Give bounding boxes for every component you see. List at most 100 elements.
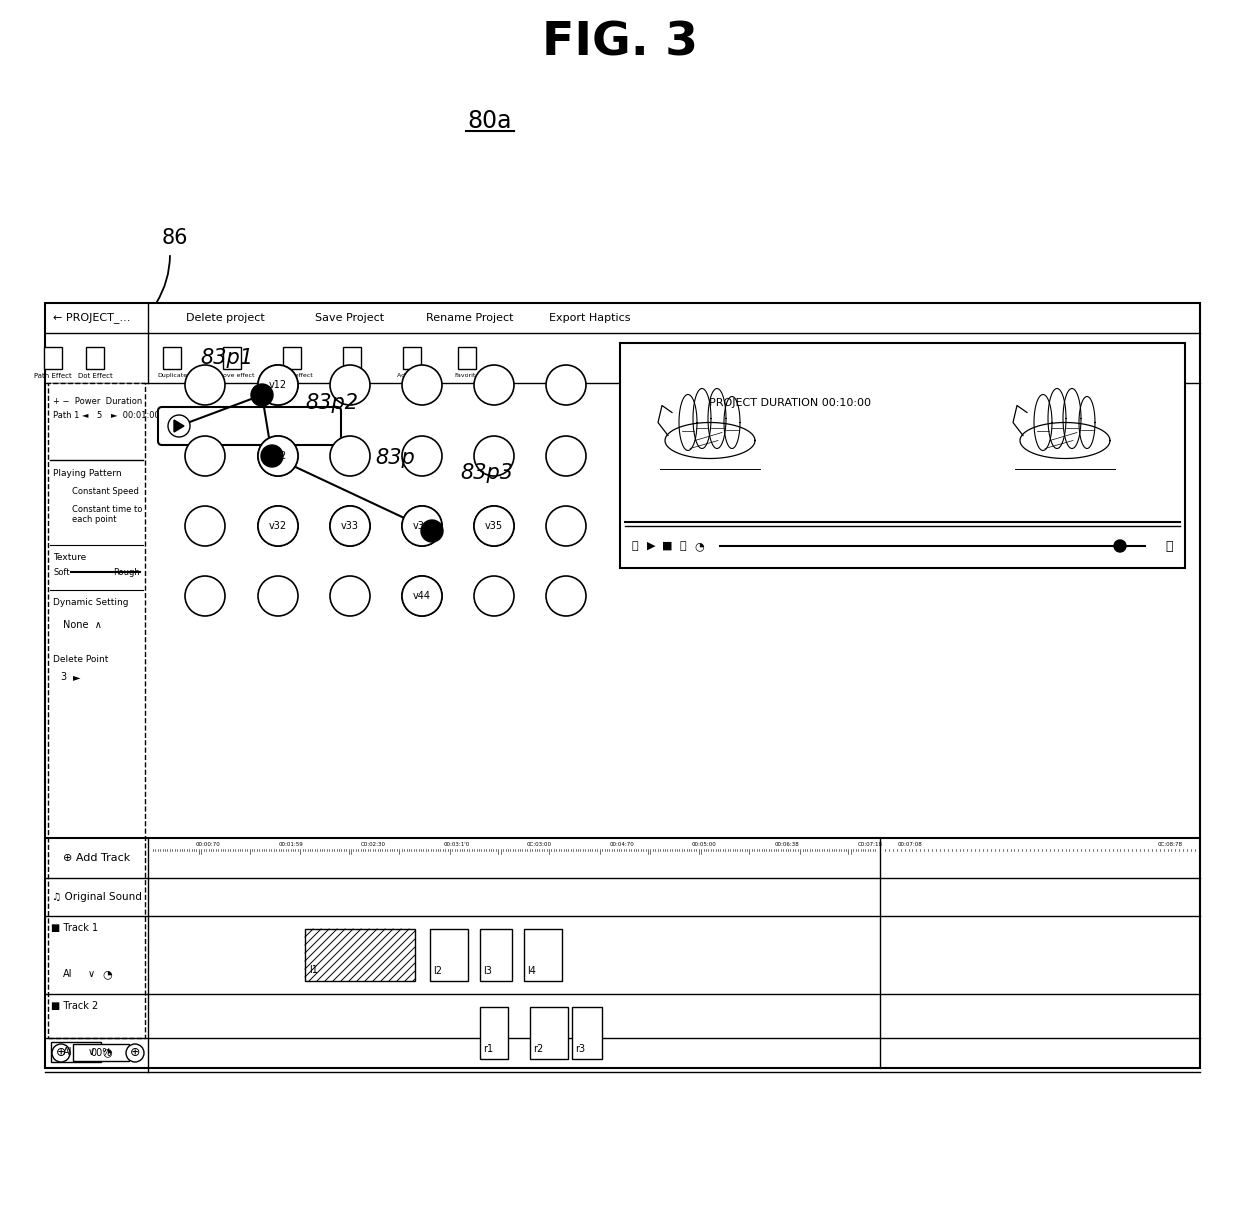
Text: Save Project: Save Project bbox=[315, 313, 384, 323]
Text: 00:04:70: 00:04:70 bbox=[609, 842, 634, 847]
Text: ♫ Original Sound: ♫ Original Sound bbox=[52, 892, 141, 902]
Text: 3: 3 bbox=[60, 672, 66, 682]
Text: PROJECT DURATION 00:10:00: PROJECT DURATION 00:10:00 bbox=[709, 398, 870, 408]
Text: ◔: ◔ bbox=[694, 541, 704, 551]
Bar bbox=[45, 303, 1200, 1067]
Circle shape bbox=[57, 507, 69, 519]
Circle shape bbox=[260, 445, 283, 467]
Circle shape bbox=[258, 365, 298, 405]
Circle shape bbox=[126, 1044, 144, 1063]
Circle shape bbox=[1114, 540, 1126, 552]
Text: v34: v34 bbox=[413, 522, 432, 531]
Circle shape bbox=[546, 576, 587, 616]
Text: ⊕ Add Track: ⊕ Add Track bbox=[63, 853, 130, 862]
Text: l4: l4 bbox=[527, 966, 536, 976]
Text: ⊕: ⊕ bbox=[130, 1047, 140, 1059]
Circle shape bbox=[258, 576, 298, 616]
Text: r2: r2 bbox=[533, 1044, 543, 1054]
Circle shape bbox=[330, 435, 370, 475]
Bar bbox=[283, 347, 301, 369]
Text: ⛶: ⛶ bbox=[1166, 540, 1173, 552]
Text: None  ∧: None ∧ bbox=[62, 620, 102, 630]
Text: Export Haptics: Export Haptics bbox=[549, 313, 631, 323]
Circle shape bbox=[402, 506, 441, 546]
Text: C0:02:30: C0:02:30 bbox=[361, 842, 386, 847]
Bar bbox=[91, 409, 107, 421]
Bar bbox=[51, 964, 100, 984]
Circle shape bbox=[402, 506, 441, 546]
Text: 83p1: 83p1 bbox=[200, 348, 253, 368]
Text: ■ Track 2: ■ Track 2 bbox=[51, 1001, 98, 1010]
Text: Duplicate: Duplicate bbox=[157, 374, 187, 378]
Text: AI: AI bbox=[63, 969, 72, 979]
Circle shape bbox=[58, 486, 68, 496]
Circle shape bbox=[546, 365, 587, 405]
Text: 86: 86 bbox=[161, 228, 188, 247]
Circle shape bbox=[185, 506, 224, 546]
Text: r3: r3 bbox=[575, 1044, 585, 1054]
Text: ▶: ▶ bbox=[647, 541, 655, 551]
Text: Remove effect: Remove effect bbox=[210, 374, 254, 378]
Circle shape bbox=[185, 365, 224, 405]
Circle shape bbox=[258, 506, 298, 546]
Circle shape bbox=[250, 385, 273, 406]
Bar bbox=[480, 1007, 508, 1059]
Circle shape bbox=[474, 506, 515, 546]
Circle shape bbox=[52, 1044, 69, 1063]
Bar bbox=[223, 347, 241, 369]
Text: v12: v12 bbox=[269, 380, 288, 391]
Bar bbox=[86, 347, 104, 369]
Text: 83p: 83p bbox=[374, 448, 414, 468]
Text: ∨: ∨ bbox=[88, 969, 94, 979]
Text: ■ Track 1: ■ Track 1 bbox=[51, 923, 98, 933]
Text: v32: v32 bbox=[269, 522, 288, 531]
Text: Add to flo: Add to flo bbox=[397, 374, 427, 378]
Text: Delete effect: Delete effect bbox=[272, 374, 312, 378]
Circle shape bbox=[258, 435, 298, 475]
Text: r1: r1 bbox=[484, 1044, 494, 1054]
Text: 5: 5 bbox=[97, 410, 102, 420]
Text: v33: v33 bbox=[341, 522, 360, 531]
Bar bbox=[430, 929, 467, 981]
Circle shape bbox=[474, 435, 515, 475]
Bar bbox=[73, 1044, 129, 1061]
Text: Texture: Texture bbox=[53, 552, 87, 562]
Text: 00:07:08: 00:07:08 bbox=[898, 842, 923, 847]
Text: Path 1 ◄: Path 1 ◄ bbox=[53, 410, 88, 420]
Text: Library: Library bbox=[341, 374, 363, 378]
Text: l1: l1 bbox=[309, 966, 317, 975]
Text: ◔: ◔ bbox=[102, 1047, 112, 1057]
Circle shape bbox=[422, 520, 443, 542]
Text: 0C:03:00: 0C:03:00 bbox=[527, 842, 552, 847]
Text: 83p3: 83p3 bbox=[460, 463, 513, 483]
Text: Dynamic Setting: Dynamic Setting bbox=[53, 598, 129, 606]
Bar bbox=[51, 1042, 100, 1063]
Circle shape bbox=[474, 365, 515, 405]
Text: FIG. 3: FIG. 3 bbox=[542, 21, 698, 66]
Text: Dot Effect: Dot Effect bbox=[78, 374, 113, 378]
Text: ∨: ∨ bbox=[88, 1047, 94, 1057]
Circle shape bbox=[258, 435, 298, 475]
Circle shape bbox=[185, 435, 224, 475]
Text: Favorite: Favorite bbox=[454, 374, 480, 378]
Text: each point: each point bbox=[72, 514, 117, 524]
Text: C0:07:18: C0:07:18 bbox=[858, 842, 883, 847]
Circle shape bbox=[330, 506, 370, 546]
Circle shape bbox=[402, 365, 441, 405]
Bar bbox=[529, 1007, 568, 1059]
Circle shape bbox=[474, 576, 515, 616]
Bar bbox=[458, 347, 476, 369]
Circle shape bbox=[185, 576, 224, 616]
Text: 00:06:38: 00:06:38 bbox=[775, 842, 800, 847]
Text: Playing Pattern: Playing Pattern bbox=[53, 468, 122, 478]
Bar bbox=[162, 347, 181, 369]
Text: AI: AI bbox=[63, 1047, 72, 1057]
Circle shape bbox=[402, 576, 441, 616]
Text: v35: v35 bbox=[485, 522, 503, 531]
Text: Constant time to: Constant time to bbox=[72, 505, 143, 513]
Polygon shape bbox=[174, 420, 184, 432]
Circle shape bbox=[402, 435, 441, 475]
Text: 0C:08:78: 0C:08:78 bbox=[1157, 842, 1183, 847]
Circle shape bbox=[167, 415, 190, 437]
Circle shape bbox=[60, 509, 66, 516]
